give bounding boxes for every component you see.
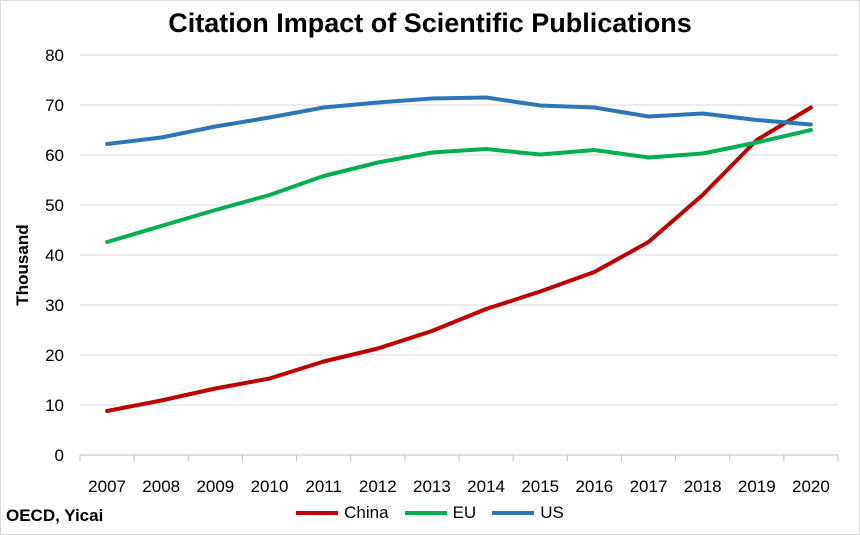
x-tick-label: 2013 xyxy=(413,477,451,496)
series-line-china xyxy=(105,105,813,413)
y-tick-label: 10 xyxy=(45,396,64,415)
x-tick-label: 2011 xyxy=(305,477,342,496)
legend-swatch xyxy=(404,511,447,515)
x-tick-label: 2008 xyxy=(142,477,180,496)
x-tick-label: 2015 xyxy=(521,477,559,496)
legend-item-eu: EU xyxy=(404,503,477,523)
series-line-us xyxy=(105,95,813,146)
legend-label: US xyxy=(540,503,564,522)
legend-swatch xyxy=(296,511,339,515)
legend-item-us: US xyxy=(492,503,564,523)
legend: China EU US xyxy=(0,503,860,523)
x-tick-label: 2009 xyxy=(196,477,234,496)
series-line-eu xyxy=(105,128,813,244)
y-tick-label: 70 xyxy=(45,96,64,115)
legend-swatch xyxy=(492,511,535,515)
x-tick-label: 2019 xyxy=(738,477,776,496)
x-tick-label: 2017 xyxy=(630,477,668,496)
y-tick-label: 80 xyxy=(45,46,64,65)
y-tick-label: 20 xyxy=(45,346,64,365)
x-tick-label: 2020 xyxy=(792,477,830,496)
chart-title: Citation Impact of Scientific Publicatio… xyxy=(168,8,692,38)
x-tick-label: 2014 xyxy=(467,477,505,496)
source-note: OECD, Yicai xyxy=(6,506,104,525)
x-tick-label: 2007 xyxy=(88,477,126,496)
y-tick-label: 60 xyxy=(45,146,64,165)
x-tick-label: 2016 xyxy=(575,477,613,496)
legend-label: China xyxy=(344,503,389,522)
y-tick-label: 30 xyxy=(45,296,64,315)
y-tick-label: 0 xyxy=(55,446,64,465)
legend-item-china: China xyxy=(296,503,389,523)
x-tick-label: 2018 xyxy=(684,477,722,496)
legend-label: EU xyxy=(452,503,477,522)
y-tick-label: 40 xyxy=(45,246,64,265)
y-tick-label: 50 xyxy=(45,196,64,215)
x-tick-label: 2010 xyxy=(251,477,289,496)
x-tick-label: 2012 xyxy=(359,477,397,496)
